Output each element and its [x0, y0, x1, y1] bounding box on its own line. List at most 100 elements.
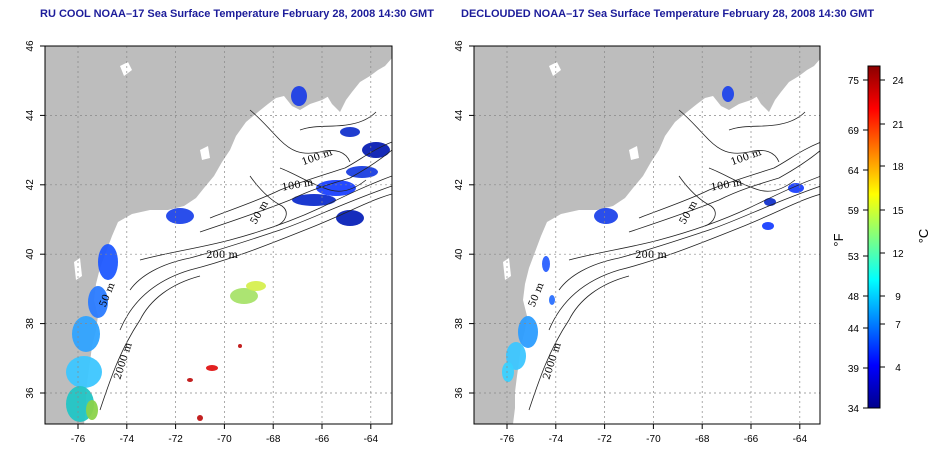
fahrenheit-tick-label: 39: [848, 364, 860, 375]
sst-patch: [594, 208, 618, 224]
right-sst-patches: [502, 86, 804, 382]
lon-tick-label: -66: [744, 434, 759, 445]
sst-patch: [98, 244, 118, 280]
bathymetry-contour: [99, 275, 201, 411]
lat-tick-label: 38: [25, 318, 36, 330]
lat-tick-label: 46: [25, 40, 36, 52]
celsius-tick-label: 21: [892, 120, 904, 131]
sst-patch: [292, 194, 336, 206]
lon-tick-label: -70: [646, 434, 661, 445]
bathymetry-contour: [728, 111, 806, 131]
temperature-colorbar: 75 69 64 59 53 48 44 39 34 24 21 18 15 12 9 7 4 °F °C: [831, 65, 931, 415]
lon-tick-label: -68: [695, 434, 710, 445]
sst-patch: [166, 208, 194, 224]
left-grid: [45, 46, 392, 424]
celsius-tick-label: 15: [892, 206, 904, 217]
sst-patch: [722, 86, 734, 102]
lon-tick-label: -70: [217, 434, 232, 445]
bathymetry-contour: [139, 175, 392, 261]
lon-tick-label: -74: [120, 434, 135, 445]
right-grid: [474, 46, 820, 424]
fahrenheit-tick-label: 59: [848, 206, 860, 217]
sst-patch: [502, 362, 514, 382]
right-bathymetry-contours: [528, 109, 820, 411]
lat-tick-label: 38: [454, 318, 465, 330]
land-shape: [45, 46, 392, 424]
lake-shape: [503, 258, 511, 280]
lat-tick-label: 42: [454, 179, 465, 191]
left-map-title: RU COOL NOAA–17 Sea Surface Temperature …: [40, 8, 434, 20]
lat-tick-label: 40: [454, 248, 465, 260]
fahrenheit-tick-label: 34: [848, 404, 860, 415]
fahrenheit-tick-label: 75: [848, 76, 860, 87]
land-shape: [296, 62, 372, 104]
celsius-tick-label: 4: [895, 363, 901, 374]
sst-patch: [66, 356, 102, 388]
contour-depth-label: 200 m: [206, 250, 238, 261]
lon-tick-label: -66: [315, 434, 330, 445]
bathymetry-contour: [528, 275, 630, 411]
sst-patch: [346, 166, 378, 178]
sst-patch: [788, 183, 804, 193]
sst-patch: [549, 295, 555, 305]
sst-patch: [518, 316, 538, 348]
celsius-tick-label: 18: [892, 162, 904, 173]
lon-tick-label: -64: [793, 434, 808, 445]
colorbar-gradient: [867, 65, 881, 409]
contour-depth-label: 200 m: [635, 250, 667, 261]
sst-patch: [238, 344, 242, 348]
bathymetry-contour: [638, 141, 820, 219]
lake-shape: [200, 146, 210, 160]
right-frame: [473, 45, 821, 425]
lake-shape: [74, 258, 82, 280]
bathymetry-contour: [279, 167, 367, 192]
bathymetry-contour: [678, 175, 716, 227]
sst-patch: [88, 286, 108, 318]
sst-patch: [197, 415, 203, 421]
bathymetry-contour: [119, 193, 392, 331]
land-shape: [725, 62, 801, 104]
lake-shape: [120, 62, 132, 76]
bathymetry-contour: [628, 150, 820, 233]
left-bathymetry-contours: [99, 109, 392, 411]
sst-patch: [86, 400, 98, 420]
celsius-unit-label: °C: [916, 229, 931, 244]
lon-tick-label: -74: [549, 434, 564, 445]
lon-tick-label: -72: [597, 434, 612, 445]
lat-tick-label: 40: [25, 248, 36, 260]
sst-patch: [506, 342, 526, 370]
sst-patch: [206, 365, 218, 371]
celsius-tick-label: 9: [895, 292, 901, 303]
celsius-tick-label: 12: [892, 249, 904, 260]
lat-tick-label: 36: [25, 387, 36, 399]
colorbar-ticks: 75 69 64 59 53 48 44 39 34 24 21 18 15 12 9 7 4: [848, 76, 904, 415]
bathymetry-contour: [708, 167, 796, 192]
celsius-tick-label: 24: [892, 76, 904, 87]
lat-tick-label: 44: [454, 109, 465, 121]
sst-patch: [230, 288, 258, 304]
lat-tick-label: 36: [454, 387, 465, 399]
sst-patch: [336, 210, 364, 226]
sst-patch: [187, 378, 193, 382]
sst-patch: [762, 222, 774, 230]
left-axis-ticks: -76 -74 -72 -70 -68 -66 -64 46 44 42 40 38 36: [25, 40, 378, 445]
bathymetry-contour: [299, 111, 377, 131]
bathymetry-contour: [249, 109, 351, 163]
lon-tick-label: -72: [168, 434, 183, 445]
sst-patch: [246, 281, 266, 291]
bathymetry-contour: [249, 175, 287, 227]
fahrenheit-tick-label: 64: [848, 166, 860, 177]
lat-tick-label: 44: [25, 109, 36, 121]
lake-shape: [629, 146, 639, 160]
fahrenheit-unit-label: °F: [831, 233, 846, 246]
bathymetry-contour: [129, 185, 392, 291]
sst-patch: [316, 180, 356, 196]
celsius-tick-label: 7: [895, 320, 901, 331]
bathymetry-contour: [568, 175, 820, 261]
lon-tick-label: -68: [266, 434, 281, 445]
land-shape: [474, 46, 820, 424]
fahrenheit-tick-label: 48: [848, 292, 860, 303]
